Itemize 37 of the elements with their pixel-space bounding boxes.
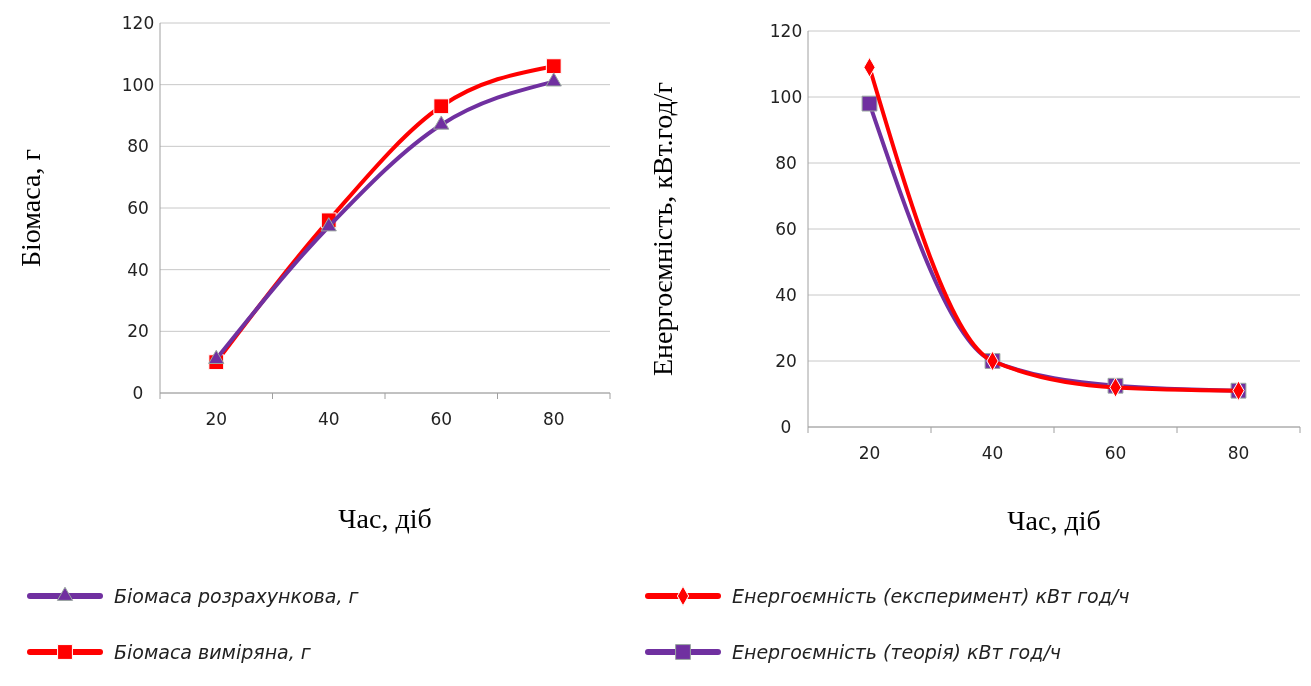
point [433,98,450,115]
y-axis-title: Біомаса, г [15,149,46,267]
x-tick-label: 40 [981,443,1004,463]
y-tick-label: 80 [127,136,149,157]
y-tick-label: 60 [127,197,149,218]
y-tick-label: 120 [121,12,155,33]
x-tick-label: 20 [205,409,228,429]
y-tick-label: 40 [127,259,149,280]
y-tick-label: 80 [775,152,797,173]
legend-label: Енергоємність (теорія) кВт год/ч [732,640,1062,663]
x-tick-label: 20 [858,443,881,463]
y-tick-label: 60 [775,218,797,239]
x-axis-title: Час, діб [338,503,432,534]
y-tick-label: 40 [775,284,797,305]
y-tick-label: 0 [780,416,792,437]
x-tick-label: 60 [1104,443,1127,463]
x-tick-label: 80 [542,409,565,429]
x-tick-label: 40 [317,409,340,429]
x-tick-label: 60 [430,409,453,429]
point [545,58,562,75]
point [208,349,225,364]
y-tick-label: 100 [121,74,155,95]
y-tick-label: 0 [132,382,144,403]
y-tick-label: 100 [769,86,803,107]
x-tick-label: 80 [1227,443,1250,463]
x-axis-title: Час, діб [1007,505,1101,536]
y-tick-label: 20 [127,321,149,342]
legend-label: Біомаса виміряна, г [114,640,312,663]
point [861,95,878,112]
y-axis-title: Енергоємність, кВт.год/г [647,81,678,377]
point [433,115,450,130]
y-tick-label: 20 [775,350,797,371]
y-tick-label: 120 [769,20,803,41]
legend-label: Біомаса розрахункова, г [114,584,360,607]
legend-label: Енергоємність (експеримент) кВт год/ч [732,584,1130,607]
point [545,72,562,87]
point [320,217,337,232]
